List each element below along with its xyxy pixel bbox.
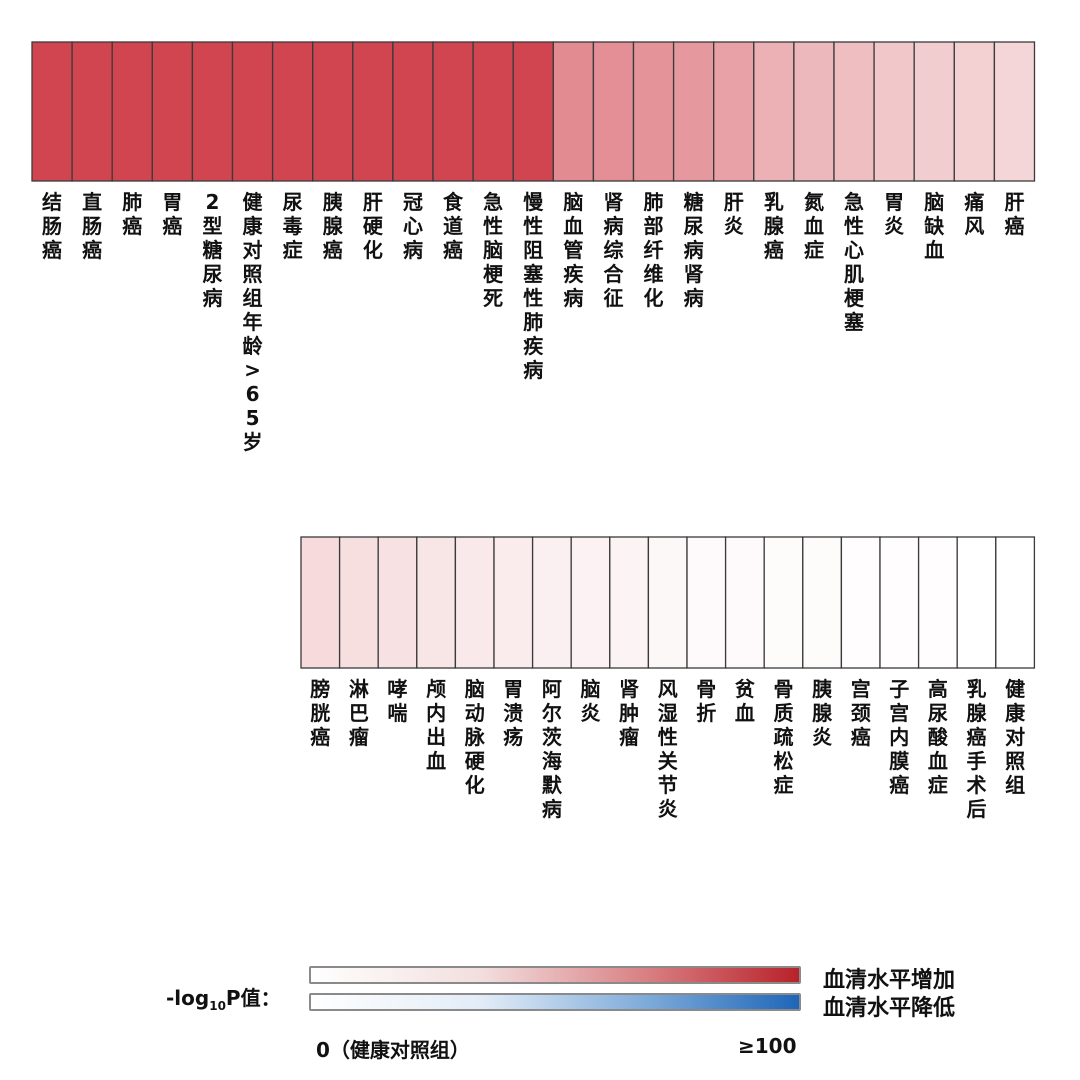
heatmap-cell-label: 肝炎 <box>724 190 744 238</box>
heatmap-cell-label: 脑血管疾病 <box>563 190 584 310</box>
heatmap-cell <box>686 536 727 669</box>
heatmap-cell-label: 胰腺炎 <box>812 677 833 749</box>
heatmap-cell-label: 乳腺癌手术后 <box>967 677 988 821</box>
heatmap-cell-label: 急性心肌梗塞 <box>844 190 865 334</box>
heatmap-cell <box>151 41 194 182</box>
heatmap-cell <box>432 41 474 182</box>
heatmap-cell <box>392 41 434 182</box>
heatmap-cell <box>570 536 611 669</box>
heatmap-cell <box>672 41 715 182</box>
heatmap-cell <box>917 536 958 669</box>
heatmap-cell-label: 膀胱癌 <box>309 677 330 749</box>
heatmap-cell <box>377 536 418 669</box>
heatmap-cell <box>833 41 875 182</box>
heatmap-cell-label: 胃癌 <box>162 190 182 238</box>
heatmap-cell-label: 肺部纤维化 <box>644 190 664 310</box>
scale-min-label: 0（健康对照组） <box>316 1038 470 1062</box>
heatmap-cell <box>995 536 1036 669</box>
heatmap-cell-label: 健康对照组年龄> 6 5 岁 <box>243 190 264 454</box>
heatmap-cell-label: 肝癌 <box>1004 190 1024 238</box>
heatmap-cell-label: 冠心病 <box>403 190 423 262</box>
heatmap-cell-label: 哮喘 <box>388 677 408 725</box>
heatmap-cell <box>512 41 554 182</box>
heatmap-cell <box>416 536 457 669</box>
heatmap-cell <box>793 41 835 182</box>
heatmap-cell-label: 肺癌 <box>122 190 142 238</box>
heatmap-cell <box>632 41 675 182</box>
heatmap-cell-label: 胃炎 <box>884 190 904 238</box>
increase-color-bar <box>309 966 801 984</box>
heatmap-cell <box>111 41 153 182</box>
increase-label: 血清水平增加 <box>823 968 956 993</box>
heatmap-cell-label: 高尿酸血症 <box>928 677 949 797</box>
heatmap-cell-label: 胃溃疡 <box>503 677 523 749</box>
heatmap-cell <box>713 41 755 182</box>
heatmap-cell-label: 肾肿瘤 <box>619 677 639 749</box>
heatmap-cell-label: 食道癌 <box>443 190 464 262</box>
heatmap-cell-label: 肝硬化 <box>363 190 384 262</box>
heatmap-cell <box>531 536 572 669</box>
heatmap-cell <box>609 536 650 669</box>
heatmap-cell <box>913 41 955 182</box>
heatmap-cell <box>763 536 804 669</box>
heatmap-cell <box>271 41 314 182</box>
heatmap-cell-label: 脑动脉硬化 <box>464 677 486 797</box>
decrease-color-bar <box>309 993 801 1011</box>
heatmap-cell-label: 痛风 <box>964 190 984 238</box>
heatmap-cell <box>647 536 688 669</box>
heatmap-cell-label: 2 型糖尿病 <box>202 190 222 310</box>
heatmap-cell <box>993 41 1036 182</box>
heatmap-cell-label: 骨折 <box>696 677 716 725</box>
heatmap-cell-label: 乳腺癌 <box>764 190 785 262</box>
heatmap-cell-label: 健康对照组 <box>1005 677 1026 797</box>
heatmap-cell <box>231 41 274 182</box>
heatmap-cell-label: 阿尔茨海默病 <box>542 677 563 821</box>
heatmap-cell <box>956 536 997 669</box>
heatmap-cell <box>454 536 495 669</box>
heatmap-cell <box>879 536 920 669</box>
heatmap-cell <box>724 536 765 669</box>
heatmap-cell-label: 结肠癌 <box>42 190 62 262</box>
heatmap-cell-label: 氮血症 <box>804 190 824 262</box>
heatmap-cell-label: 脑缺血 <box>924 190 945 262</box>
heatmap-cell <box>312 41 354 182</box>
heatmap-cell-label: 子宫内膜癌 <box>888 677 909 797</box>
heatmap-cell <box>493 536 534 669</box>
heatmap-cell-label: 慢性阻塞性肺疾病 <box>523 190 544 382</box>
heatmap-cell <box>552 41 595 182</box>
heatmap-cell <box>802 536 843 669</box>
decrease-label: 血清水平降低 <box>823 996 956 1021</box>
heatmap-cell <box>840 536 881 669</box>
heatmap-cell <box>31 41 73 182</box>
heatmap-cell-label: 糖尿病肾病 <box>684 190 704 310</box>
heatmap-cell <box>71 41 113 182</box>
heatmap-cell-label: 脑炎 <box>581 677 601 725</box>
heatmap-cell-label: 急性脑梗死 <box>483 190 504 310</box>
heatmap-cell-label: 肾病综合征 <box>603 190 624 310</box>
heatmap-cell <box>352 41 394 182</box>
legend-title: -log10P值： <box>166 986 281 1013</box>
heatmap-cell <box>191 41 234 182</box>
heatmap-cell-label: 骨质疏松症 <box>774 677 794 797</box>
heatmap-cell <box>873 41 915 182</box>
heatmap-cell-label: 宫颈癌 <box>851 677 871 749</box>
heatmap-cell-label: 风湿性关节炎 <box>658 677 678 821</box>
heatmap-cell-label: 淋巴瘤 <box>349 677 369 749</box>
heatmap-cell <box>953 41 996 182</box>
heatmap-cell <box>338 536 379 669</box>
scale-max-label: ≥100 <box>738 1034 797 1058</box>
heatmap-cell-label: 直肠癌 <box>82 190 102 262</box>
heatmap-cell-label: 贫血 <box>735 677 756 725</box>
heatmap-cell <box>300 536 341 669</box>
heatmap-cell-label: 胰腺癌 <box>323 190 344 262</box>
heatmap-cell-label: 颅内出血 <box>426 677 446 773</box>
heatmap-cell <box>592 41 635 182</box>
heatmap-cell-label: 尿毒症 <box>283 190 303 262</box>
heatmap-cell <box>753 41 795 182</box>
heatmap-cell <box>472 41 514 182</box>
